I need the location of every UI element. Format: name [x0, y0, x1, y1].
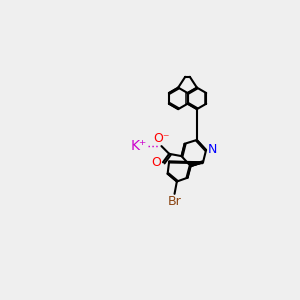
Text: K⁺: K⁺: [130, 139, 147, 153]
Text: O: O: [151, 156, 161, 169]
Text: O⁻: O⁻: [153, 132, 170, 145]
Text: Br: Br: [168, 195, 182, 208]
Text: N: N: [208, 143, 217, 156]
